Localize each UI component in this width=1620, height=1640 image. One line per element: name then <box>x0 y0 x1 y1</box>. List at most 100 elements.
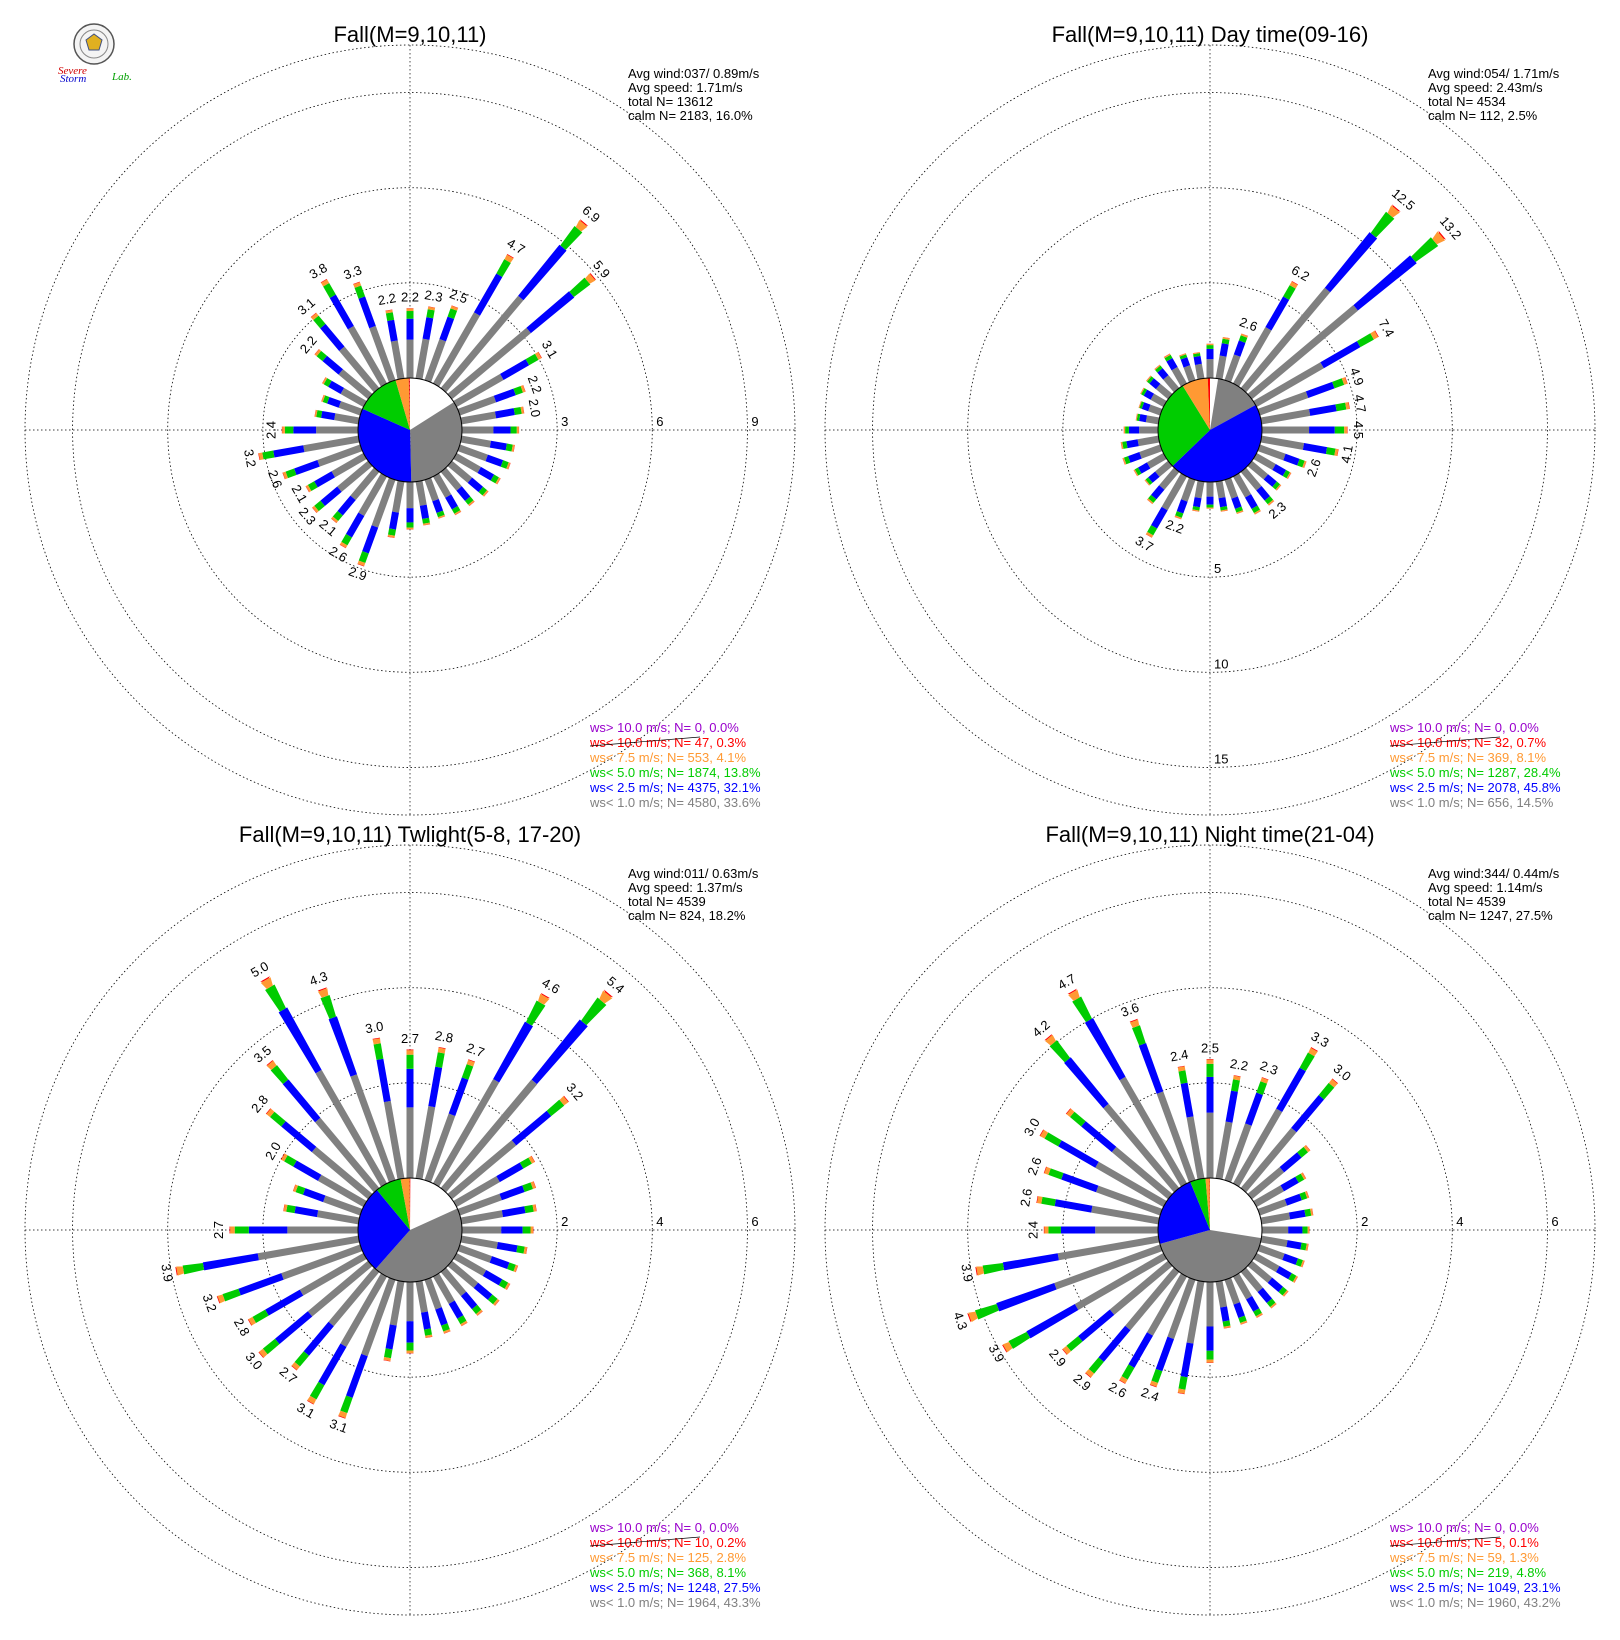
bar-segment <box>321 394 326 402</box>
bar-segment <box>487 1294 498 1305</box>
bar-segment <box>1067 988 1077 995</box>
bar-segment <box>489 1256 510 1270</box>
bar-segment <box>1256 1314 1263 1318</box>
bar-segment <box>1044 1132 1062 1147</box>
bar-dir-80 <box>1260 401 1350 425</box>
bar-segment <box>1256 486 1271 501</box>
bar-segment <box>1040 1129 1049 1139</box>
bar-segment <box>311 1146 373 1200</box>
bar-segment <box>427 306 436 311</box>
bar-segment <box>1233 1075 1241 1081</box>
bar-segment <box>252 1309 269 1323</box>
ring-label: 5 <box>1214 561 1221 576</box>
bar-segment <box>340 1273 388 1348</box>
bar-segment <box>1411 237 1439 263</box>
bar-segment <box>337 460 373 492</box>
bar-segment <box>1254 510 1261 515</box>
bar-segment <box>515 1265 519 1273</box>
bar-dir-160 <box>1224 477 1244 515</box>
grid-ring <box>167 187 653 673</box>
bar-segment <box>1328 1078 1338 1088</box>
bar-segment <box>1344 377 1348 384</box>
bar-segment <box>520 385 526 393</box>
bar-segment <box>238 1273 284 1296</box>
bar-dir-290 <box>321 394 363 416</box>
bar-segment <box>436 510 445 518</box>
bar-segment <box>1370 211 1395 238</box>
bar-segment <box>1231 496 1242 509</box>
pie-slice <box>1210 1178 1263 1239</box>
bar-segment <box>424 1113 456 1183</box>
bar-segment <box>456 486 471 501</box>
bar-label: 2.7 <box>401 1031 419 1046</box>
bar-segment <box>575 220 588 232</box>
bar-segment <box>1085 1369 1095 1378</box>
bar-segment <box>422 522 431 526</box>
stat-line: calm N= 2183, 16.0% <box>628 108 753 123</box>
bar-dir-70 <box>457 1181 537 1216</box>
pie-slice <box>395 378 410 430</box>
bar-segment <box>1370 330 1379 340</box>
bar-segment <box>1206 482 1214 497</box>
bar-segment <box>291 1365 298 1371</box>
bar-dir-70 <box>457 385 526 416</box>
bar-segment <box>284 426 294 434</box>
bar-segment <box>389 511 399 530</box>
bar-segment <box>460 435 492 448</box>
bar-segment <box>347 325 388 387</box>
bar-label: 2.0 <box>262 1139 284 1162</box>
bar-dir-250 <box>967 1244 1163 1323</box>
bar-segment <box>1166 358 1178 371</box>
bar-segment <box>331 452 367 478</box>
bar-segment <box>265 984 286 1012</box>
bar-segment <box>338 369 373 400</box>
bar-dir-200 <box>1174 477 1196 520</box>
bar-segment <box>465 496 474 505</box>
bar-segment <box>182 1262 205 1275</box>
bar-segment <box>1095 1226 1158 1234</box>
bar-segment <box>372 1038 381 1045</box>
bar-segment <box>321 279 330 287</box>
bar-segment <box>1344 426 1348 434</box>
bar-segment <box>1260 408 1311 425</box>
pie-slice <box>1207 378 1210 430</box>
bar-segment <box>1266 1298 1276 1308</box>
bar-segment <box>496 1162 524 1183</box>
bar-segment <box>1128 1332 1154 1368</box>
bar-dir-10 <box>415 1046 446 1180</box>
bar-dir-130 <box>1247 460 1282 491</box>
bar-segment <box>299 1252 367 1296</box>
bar-segment <box>260 976 270 982</box>
bar-segment <box>1299 1052 1315 1072</box>
bar-dir-250 <box>216 1244 363 1304</box>
bar-segment <box>1045 1034 1056 1046</box>
bar-dir-350 <box>372 1037 405 1180</box>
bar-segment <box>1304 1208 1312 1217</box>
bar-segment <box>1174 515 1182 520</box>
bar-segment <box>1145 533 1153 538</box>
bar-segment <box>1232 1108 1283 1187</box>
legend-entry: ws< 7.5 m/s; N= 369, 8.1% <box>1389 750 1547 765</box>
bar-dir-30 <box>1232 281 1299 387</box>
bar-segment <box>1206 359 1214 378</box>
bar-dir-20 <box>1224 1077 1269 1183</box>
bar-segment <box>468 500 475 506</box>
bar-segment <box>269 1111 286 1127</box>
bar-segment <box>1320 341 1361 369</box>
bar-segment <box>1300 1260 1305 1268</box>
bar-dir-300 <box>322 377 367 408</box>
windrose-panel-1: 3 6 92.2 2.3 2.54.76.95.93.12.22.02.92.62.12… <box>24 22 796 816</box>
bar-segment <box>424 477 439 502</box>
bar-segment <box>1247 304 1359 400</box>
bar-segment <box>506 1283 511 1290</box>
pie-slice <box>376 1178 410 1230</box>
bar-segment <box>1062 1345 1071 1355</box>
bar-segment <box>1129 1019 1140 1028</box>
bar-segment <box>1119 1076 1188 1187</box>
bar-segment <box>257 1235 360 1261</box>
bar-segment <box>525 1000 546 1026</box>
bar-segment <box>495 477 501 485</box>
legend-entry: ws< 10.0 m/s; N= 10, 0.2% <box>589 1535 747 1550</box>
bar-segment <box>1138 401 1141 408</box>
bar-segment <box>1159 467 1180 490</box>
